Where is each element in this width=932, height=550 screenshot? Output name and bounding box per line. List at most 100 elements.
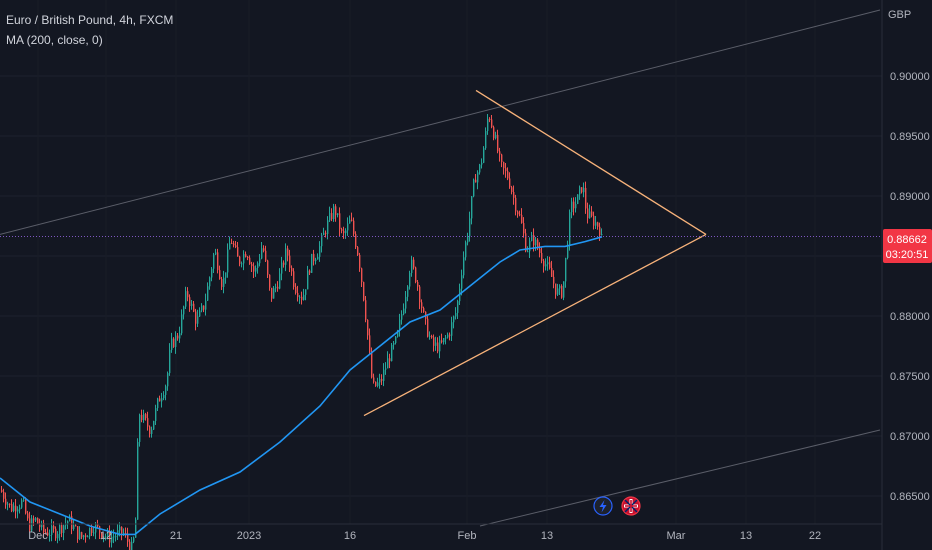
candle-body <box>489 118 491 120</box>
candle-body <box>69 516 71 522</box>
candle-body <box>291 267 293 272</box>
candle-body <box>569 212 571 246</box>
candle-body <box>333 206 335 220</box>
candle-body <box>235 245 237 248</box>
candle-body <box>101 532 103 538</box>
symbol-title[interactable]: Euro / British Pound, 4h, FXCM <box>6 13 174 27</box>
uk-flag-event-icon[interactable] <box>621 496 641 516</box>
candle-body <box>525 233 527 252</box>
candle-body <box>229 243 231 250</box>
candle-body <box>19 507 21 510</box>
candle-body <box>241 263 243 265</box>
candle-body <box>179 333 181 339</box>
candle-body <box>441 340 443 343</box>
candle-body <box>135 519 137 538</box>
candle-body <box>71 516 73 530</box>
candle-body <box>437 342 439 352</box>
candle-body <box>37 517 39 524</box>
candle-body <box>329 213 331 221</box>
candle-body <box>215 252 217 255</box>
candle-body <box>561 285 563 298</box>
candle-body <box>507 171 509 179</box>
candle-body <box>27 513 29 519</box>
chart-legend: Euro / British Pound, 4h, FXCM MA (200, … <box>6 10 173 50</box>
candle-body <box>337 213 339 216</box>
candle-body <box>157 398 159 409</box>
candle-body <box>247 256 249 258</box>
candle-body <box>599 226 601 236</box>
candle-body <box>417 281 419 287</box>
candle-body <box>121 526 123 534</box>
candle-body <box>389 358 391 362</box>
candle-body <box>543 260 545 267</box>
candle-body <box>7 503 9 505</box>
candle-body <box>145 414 147 419</box>
candle-body <box>5 498 7 505</box>
candle-body <box>81 532 83 538</box>
last-price-tag: 0.88662 03:20:51 <box>883 229 932 263</box>
candle-body <box>343 230 345 234</box>
candle-body <box>207 286 209 301</box>
candle-body <box>559 285 561 289</box>
candle-body <box>213 254 215 269</box>
candle-body <box>531 234 533 241</box>
triangle-lower-line[interactable] <box>363 233 707 417</box>
candle-body <box>465 242 467 258</box>
lightning-event-icon[interactable] <box>593 496 613 516</box>
candle-body <box>451 322 453 336</box>
candle-body <box>97 524 99 527</box>
candle-body <box>201 305 203 311</box>
candle-body <box>445 337 447 339</box>
candle-body <box>169 349 171 374</box>
candle-body <box>533 234 535 246</box>
candle-body <box>299 296 301 298</box>
candle-body <box>499 151 501 155</box>
channel-upper-line[interactable] <box>0 9 881 235</box>
candle-body <box>113 536 115 538</box>
candle-body <box>261 248 263 259</box>
triangle-upper-line[interactable] <box>475 89 707 235</box>
candle-body <box>63 525 65 533</box>
candle-body <box>443 338 445 343</box>
candle-body <box>33 518 35 521</box>
candle-body <box>485 130 487 149</box>
indicator-title[interactable]: MA (200, close, 0) <box>6 33 103 47</box>
candle-body <box>547 262 549 265</box>
candle-body <box>45 532 47 534</box>
candle-body <box>111 536 113 543</box>
candle-body <box>407 286 409 297</box>
candle-body <box>419 286 421 303</box>
candle-body <box>283 262 285 265</box>
candle-body <box>217 252 219 271</box>
candle-body <box>433 337 435 346</box>
candle-body <box>73 525 75 530</box>
candle-body <box>553 276 555 284</box>
triangle-pattern[interactable] <box>363 89 707 417</box>
x-tick-label: 21 <box>170 530 182 542</box>
candlestick-series <box>1 114 603 550</box>
candle-body <box>21 500 23 508</box>
candle-body <box>307 270 309 290</box>
candle-body <box>39 523 41 528</box>
candle-body <box>277 286 279 289</box>
candle-body <box>395 336 397 343</box>
candle-body <box>383 369 385 381</box>
y-tick-label: 0.89500 <box>890 131 930 143</box>
candle-body <box>225 272 227 278</box>
candle-body <box>327 220 329 234</box>
parallel-channel[interactable] <box>0 9 881 527</box>
candle-body <box>361 268 363 283</box>
candle-body <box>267 260 269 275</box>
candle-body <box>289 255 291 268</box>
candle-body <box>305 289 307 295</box>
candle-body <box>549 262 551 268</box>
candle-body <box>517 211 519 215</box>
candle-body <box>355 233 357 248</box>
candle-body <box>521 214 523 224</box>
candle-body <box>379 378 381 383</box>
channel-lower-line[interactable] <box>479 429 881 527</box>
candle-body <box>149 426 151 434</box>
time-axis[interactable]: Dec 12 21 2023 16 Feb 13 Mar 13 22 <box>28 530 821 542</box>
